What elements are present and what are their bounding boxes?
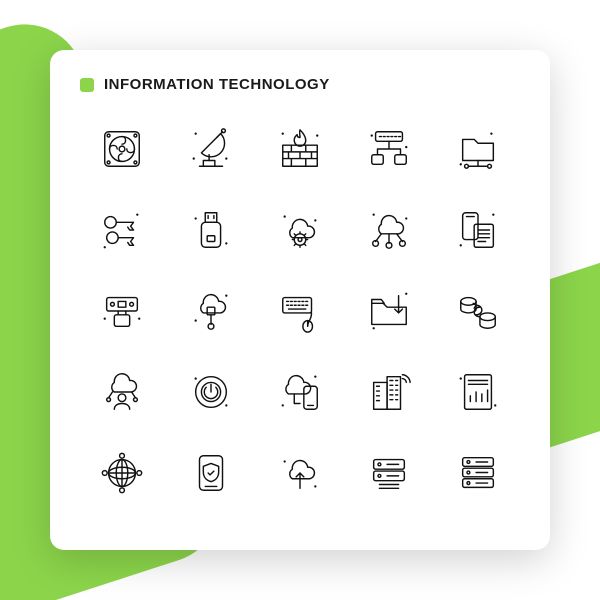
title-accent-square — [80, 78, 94, 92]
folder-download-icon — [360, 282, 418, 340]
cloud-settings-icon — [271, 201, 329, 259]
keyboard-mouse-icon — [271, 282, 329, 340]
cloud-connection-icon — [182, 282, 240, 340]
data-flow-icon — [449, 282, 507, 340]
cloud-mobile-icon — [271, 363, 329, 421]
stage: INFORMATION TECHNOLOGY — [0, 0, 600, 600]
cooling-fan-icon — [93, 120, 151, 178]
server-unit-icon — [360, 444, 418, 502]
cloud-upload-icon — [271, 444, 329, 502]
data-report-icon — [449, 363, 507, 421]
security-shield-icon — [182, 444, 240, 502]
mobile-document-icon — [449, 201, 507, 259]
icon-card: INFORMATION TECHNOLOGY — [50, 50, 550, 550]
card-title: INFORMATION TECHNOLOGY — [104, 76, 330, 93]
cloud-nodes-icon — [360, 201, 418, 259]
power-button-icon — [182, 363, 240, 421]
title-row: INFORMATION TECHNOLOGY — [80, 76, 520, 93]
firewall-icon — [271, 120, 329, 178]
network-adapter-icon — [93, 282, 151, 340]
access-keys-icon — [93, 201, 151, 259]
smart-building-icon — [360, 363, 418, 421]
usb-drive-icon — [182, 201, 240, 259]
satellite-dish-icon — [182, 120, 240, 178]
shared-folder-icon — [449, 120, 507, 178]
icon-grid — [80, 111, 520, 511]
network-hub-icon — [360, 120, 418, 178]
global-network-icon — [93, 444, 151, 502]
server-rack-icon — [449, 444, 507, 502]
cloud-user-icon — [93, 363, 151, 421]
